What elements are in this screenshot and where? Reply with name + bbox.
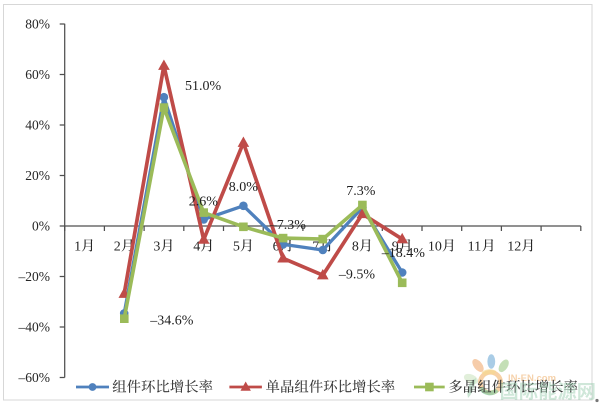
- svg-text:1: 1: [74, 239, 81, 254]
- svg-text:–60%: –60%: [18, 370, 51, 385]
- svg-text:0%: 0%: [32, 218, 50, 233]
- svg-text:9: 9: [392, 239, 399, 254]
- svg-text:8: 8: [352, 239, 359, 254]
- svg-text:–40%: –40%: [18, 319, 51, 334]
- svg-text:12: 12: [507, 239, 521, 254]
- svg-text:6: 6: [273, 239, 280, 254]
- svg-text:20%: 20%: [25, 168, 50, 183]
- svg-text:–34.6%: –34.6%: [149, 314, 194, 329]
- svg-text:2.6%: 2.6%: [189, 195, 219, 210]
- svg-text:7.3%: 7.3%: [346, 184, 376, 199]
- svg-text:10: 10: [428, 239, 442, 254]
- svg-text:40%: 40%: [25, 117, 50, 132]
- svg-text:51.0%: 51.0%: [185, 79, 222, 94]
- svg-text:–20%: –20%: [18, 269, 51, 284]
- svg-text:3: 3: [153, 239, 160, 254]
- svg-text:60%: 60%: [25, 67, 50, 82]
- svg-text:–18.4%: –18.4%: [381, 246, 426, 261]
- svg-text:11: 11: [468, 239, 481, 254]
- svg-text:–9.5%: –9.5%: [338, 268, 376, 283]
- svg-text:5: 5: [233, 239, 240, 254]
- svg-text:4: 4: [193, 239, 200, 254]
- svg-text:8.0%: 8.0%: [229, 180, 259, 195]
- svg-text:2: 2: [114, 239, 121, 254]
- svg-text:80%: 80%: [25, 16, 50, 31]
- svg-text:–7.3%: –7.3%: [269, 218, 307, 233]
- svg-text:7: 7: [312, 239, 319, 254]
- svg-text:IN-EN.com: IN-EN.com: [508, 373, 556, 384]
